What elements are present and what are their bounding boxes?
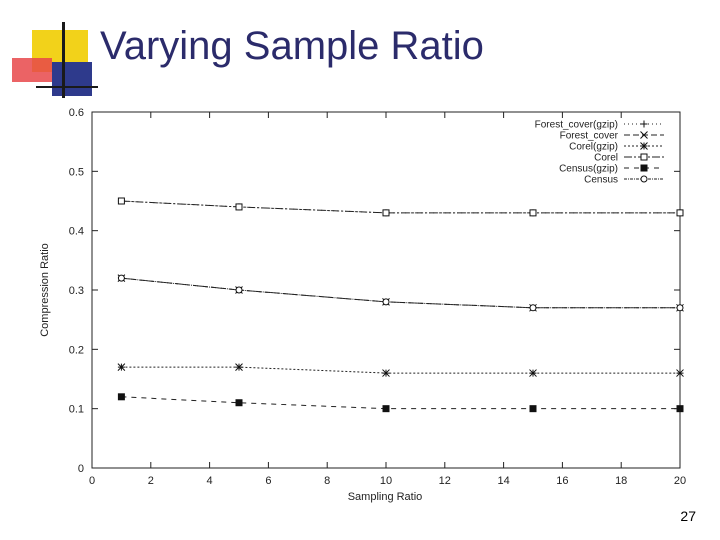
x-tick-label: 10 — [380, 475, 392, 487]
x-tick-label: 2 — [148, 475, 154, 487]
y-tick-label: 0.4 — [69, 226, 84, 238]
data-point — [529, 369, 537, 377]
data-point — [235, 363, 243, 371]
y-tick-label: 0.3 — [69, 285, 84, 297]
legend-marker — [640, 120, 648, 128]
data-point — [235, 399, 243, 407]
deco-square-red — [12, 58, 52, 82]
legend-label: Corel(gzip) — [569, 142, 618, 153]
y-axis-label: Compression Ratio — [39, 243, 51, 337]
x-axis-label: Sampling Ratio — [348, 491, 423, 503]
x-tick-label: 18 — [615, 475, 627, 487]
series-line — [121, 200, 680, 214]
x-tick-label: 8 — [324, 475, 330, 487]
series-2 — [117, 363, 684, 377]
x-tick-label: 12 — [439, 475, 451, 487]
series-line — [121, 277, 680, 309]
data-point — [117, 197, 125, 205]
x-tick-label: 6 — [265, 475, 271, 487]
y-tick-label: 0 — [78, 463, 84, 475]
x-tick-label: 14 — [497, 475, 509, 487]
series-0 — [117, 197, 684, 217]
y-tick-label: 0.6 — [69, 107, 84, 119]
series-5 — [117, 274, 684, 312]
data-point — [117, 274, 125, 282]
legend: Forest_cover(gzip)Forest_coverCorel(gzip… — [535, 120, 664, 186]
legend-label: Corel — [594, 153, 618, 164]
data-point — [382, 369, 390, 377]
tick-labels: 0 2 4 6 8 10 12 14 16 18 20 0 0.1 0.2 0.3 0.4 0.5 0.6 — [69, 107, 686, 487]
page-number: 27 — [680, 508, 696, 524]
data-point — [235, 203, 243, 211]
data-point — [382, 209, 390, 217]
series-layer — [117, 197, 684, 413]
series-line — [121, 200, 680, 214]
slide-title: Varying Sample Ratio — [100, 24, 484, 68]
data-point — [676, 405, 684, 413]
legend-label: Census — [584, 175, 618, 186]
series-line — [121, 366, 680, 374]
x-tick-label: 0 — [89, 475, 95, 487]
data-point — [676, 304, 684, 312]
series-line — [121, 277, 680, 309]
deco-square-blue — [52, 62, 92, 96]
legend-marker — [640, 164, 648, 172]
deco-line-vertical — [62, 22, 65, 98]
x-tick-label: 4 — [207, 475, 213, 487]
data-point — [529, 304, 537, 312]
series-1 — [117, 274, 684, 312]
data-point — [529, 209, 537, 217]
legend-marker — [640, 175, 648, 183]
data-point — [382, 405, 390, 413]
data-point — [117, 363, 126, 371]
legend-marker — [640, 153, 648, 161]
data-point — [117, 393, 125, 401]
y-tick-label: 0.5 — [69, 166, 84, 178]
tick-marks — [91, 111, 681, 469]
data-point — [676, 209, 684, 217]
legend-label: Forest_cover(gzip) — [535, 120, 618, 131]
series-line — [121, 396, 680, 410]
y-tick-label: 0.1 — [69, 404, 84, 416]
legend-label: Forest_cover — [560, 131, 619, 142]
y-tick-label: 0.2 — [69, 344, 84, 356]
data-point — [235, 286, 243, 294]
deco-line-horizontal — [36, 86, 98, 88]
legend-marker — [640, 142, 648, 150]
data-point — [382, 298, 390, 306]
series-4 — [117, 393, 684, 413]
x-tick-label: 20 — [674, 475, 686, 487]
x-tick-label: 16 — [556, 475, 568, 487]
series-3 — [117, 197, 684, 217]
data-point — [529, 405, 537, 413]
data-point — [676, 369, 684, 377]
legend-label: Census(gzip) — [559, 164, 618, 175]
legend-marker — [640, 131, 648, 139]
